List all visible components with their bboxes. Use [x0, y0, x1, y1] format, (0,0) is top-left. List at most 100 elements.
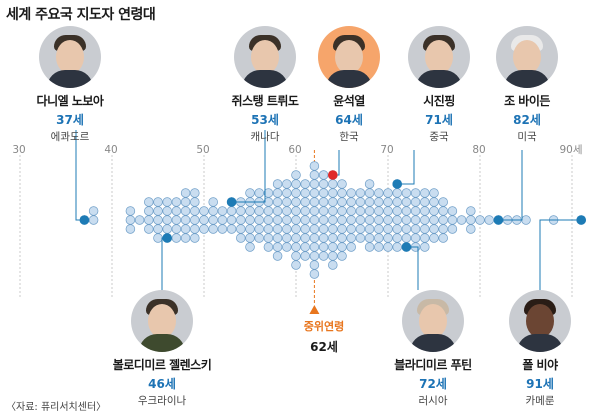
age-dot	[410, 224, 421, 234]
leader-line	[231, 130, 266, 203]
highlight-dot	[79, 215, 90, 225]
age-dot	[429, 206, 439, 216]
age-dot	[429, 233, 439, 243]
age-dot	[346, 233, 356, 243]
age-dot	[245, 188, 255, 198]
leader-line	[498, 150, 523, 221]
age-dot	[144, 224, 154, 234]
age-dot	[263, 188, 274, 198]
age-dot	[190, 206, 200, 216]
age-dot	[190, 224, 200, 234]
age-dot	[153, 197, 163, 207]
age-dot	[420, 197, 430, 207]
age-dot	[171, 215, 182, 225]
age-dot	[245, 215, 255, 225]
age-dot	[153, 206, 163, 216]
age-dot	[364, 197, 375, 207]
median-marker	[309, 305, 320, 314]
age-dot	[180, 215, 191, 225]
age-dot	[309, 188, 320, 198]
age-dot	[346, 224, 356, 234]
age-dot	[291, 242, 301, 252]
leader-name: 쥐스탱 트뤼도	[231, 94, 299, 108]
age-dot	[125, 215, 136, 225]
age-dot	[420, 233, 430, 243]
x-tick-label: 50	[196, 144, 209, 156]
age-dot	[245, 206, 255, 216]
leader-card-putin: 블라디미르 푸틴 72세 러시아	[383, 290, 483, 408]
age-dot	[309, 224, 320, 234]
leader-portrait	[318, 26, 380, 88]
age-dot	[291, 188, 301, 198]
age-dot	[226, 224, 237, 234]
age-dot	[125, 206, 136, 216]
age-dot	[401, 206, 412, 216]
age-dot	[254, 215, 264, 225]
age-dot	[318, 242, 329, 252]
age-dot	[125, 224, 136, 234]
highlight-dot	[401, 242, 412, 252]
age-dot	[180, 233, 191, 243]
age-dot	[447, 224, 458, 234]
age-dot	[318, 197, 329, 207]
age-dot	[337, 206, 347, 216]
age-dot	[337, 233, 347, 243]
age-dot	[263, 215, 274, 225]
age-dot	[263, 206, 274, 216]
leader-line	[406, 246, 419, 290]
leader-country: 캐나다	[250, 131, 280, 143]
age-dot	[171, 233, 182, 243]
age-dot	[199, 206, 209, 216]
age-dot	[383, 188, 393, 198]
age-dot	[300, 233, 310, 243]
age-dot	[401, 197, 412, 207]
age-dot	[291, 197, 301, 207]
age-dot	[208, 197, 218, 207]
age-dot	[346, 188, 356, 198]
age-dot	[309, 260, 320, 270]
age-dot	[254, 224, 264, 234]
age-dot	[236, 224, 246, 234]
age-dot	[364, 179, 375, 189]
age-dot	[346, 197, 356, 207]
age-dot	[254, 206, 264, 216]
leader-country: 카메룬	[525, 395, 555, 407]
age-dot	[364, 242, 375, 252]
age-dot	[374, 242, 384, 252]
leader-country: 에콰도르	[50, 131, 90, 143]
leader-card-noboa: 다니엘 노보아 37세 에콰도르	[20, 26, 120, 144]
age-dot	[217, 206, 228, 216]
age-dot	[420, 215, 430, 225]
age-dot	[162, 224, 172, 234]
leader-portrait	[39, 26, 101, 88]
age-dot	[282, 188, 292, 198]
age-dot	[355, 224, 366, 234]
median-annotation: 중위연령 62세	[294, 318, 354, 355]
age-dot	[346, 215, 356, 225]
age-dot	[392, 188, 402, 198]
leader-card-yoon: 윤석열 64세 한국	[299, 26, 399, 144]
leader-country: 미국	[517, 131, 537, 143]
age-dot	[236, 215, 246, 225]
age-dot	[328, 233, 338, 243]
age-dot	[328, 215, 338, 225]
age-dot	[318, 206, 329, 216]
age-dot	[447, 206, 458, 216]
age-dot	[144, 206, 154, 216]
age-dot	[300, 242, 310, 252]
leader-name: 블라디미르 푸틴	[394, 358, 472, 372]
age-dot	[282, 197, 292, 207]
age-dot	[144, 215, 154, 225]
age-dot	[447, 215, 458, 225]
age-dot	[180, 206, 191, 216]
age-dot	[355, 188, 366, 198]
age-dot	[364, 188, 375, 198]
source-note: 〈자료: 퓨리서치센터〉	[6, 402, 107, 413]
leader-name: 다니엘 노보아	[36, 94, 104, 108]
age-dot	[300, 206, 310, 216]
age-dot	[309, 269, 320, 279]
age-dot	[236, 206, 246, 216]
leader-card-trudeau: 쥐스탱 트뤼도 53세 캐나다	[215, 26, 315, 144]
age-dot	[309, 179, 320, 189]
